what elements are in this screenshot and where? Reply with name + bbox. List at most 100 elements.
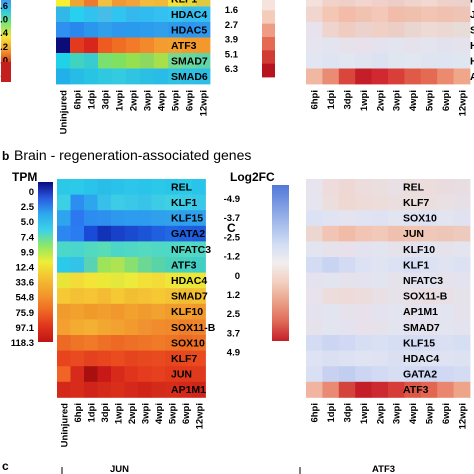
- top_right-cell: [355, 0, 372, 7]
- top_left-colorbar-tick: 28.0: [0, 15, 8, 26]
- brain_tpm-x-tick-label: 3wpi: [140, 403, 151, 424]
- top_left-cell: [154, 0, 169, 7]
- top_right-cell: [420, 22, 438, 38]
- brain_tpm-cell: [151, 335, 166, 351]
- brain_tpm-cell: [165, 381, 179, 398]
- brain_tpm-cell: [138, 366, 152, 383]
- brain_log2fc-cell: [388, 288, 405, 305]
- brain_tpm-cell: [84, 210, 98, 227]
- brain_log2fc-cell: [437, 288, 454, 305]
- brain_log2fc-x-tick-label: 5wpi: [425, 403, 436, 424]
- top_left-cell: [112, 53, 127, 69]
- top_right-cell: [355, 22, 372, 38]
- brain_log2fc-cell: [371, 194, 389, 211]
- top_left-cell: [182, 37, 197, 54]
- top_right-cell: [453, 22, 471, 38]
- brain_log2fc-cell: [420, 303, 438, 320]
- brain_log2fc-cell: [453, 381, 471, 398]
- brain_tpm-cell: [124, 272, 139, 289]
- brain_log2fc-cell: [437, 210, 454, 227]
- brain_tpm-cell: [178, 225, 193, 242]
- brain_log2fc-cell: [306, 257, 323, 273]
- top_left-cell: [182, 22, 197, 38]
- brain_log2fc-colorbar-tick: -4.9: [224, 194, 240, 205]
- top_left-x-tick-label: 3dpi: [101, 90, 112, 110]
- brain_tpm-cell: [192, 225, 206, 242]
- brain_tpm-colorbar-tick: 2.5: [21, 202, 35, 213]
- brain_log2fc-cell: [420, 288, 438, 305]
- brain_log2fc-cell: [322, 241, 340, 258]
- top_right-cell: [437, 6, 454, 23]
- top_left-x-tick-label: Uninjured: [59, 90, 70, 135]
- brain_log2fc-cell: [437, 335, 454, 351]
- brain_log2fc-cell: [338, 319, 356, 336]
- brain_log2fc-cell: [404, 225, 422, 242]
- brain_log2fc-cell: [355, 241, 372, 258]
- brain_log2fc-cell: [404, 194, 422, 211]
- brain_tpm-cell: [111, 381, 125, 398]
- top_right-colorbar-tick: 1.6: [225, 5, 238, 16]
- brain_tpm-cell: [97, 257, 112, 273]
- top_left-cell: [126, 68, 141, 85]
- brain_tpm-cell: [192, 179, 206, 195]
- top_right-cell: [437, 22, 454, 38]
- brain_log2fc-cell: [355, 225, 372, 242]
- brain_log2fc-cell: [371, 272, 389, 289]
- brain_log2fc-cell: [338, 350, 356, 367]
- brain_log2fc-row-label: KLF7: [403, 197, 429, 209]
- brain_tpm-cell: [57, 335, 71, 351]
- brain_tpm-cell: [138, 303, 152, 320]
- brain_log2fc-cell: [388, 366, 405, 383]
- brain_log2fc-cell: [420, 319, 438, 336]
- brain_tpm-cell: [151, 257, 166, 273]
- top_left-cell: [196, 53, 211, 69]
- top_right-cell: [388, 0, 405, 7]
- brain_tpm-cell: [97, 241, 112, 258]
- brain_tpm-cell: [57, 303, 71, 320]
- brain_log2fc-cell: [338, 225, 356, 242]
- brain_tpm-cell: [111, 179, 125, 195]
- brain_tpm-cell: [165, 241, 179, 258]
- top_left-row-label: ATF3: [171, 40, 197, 52]
- brain_tpm-colorbar-label: TPM: [12, 170, 37, 184]
- brain_tpm-cell: [165, 350, 179, 367]
- brain_log2fc-cell: [404, 272, 422, 289]
- top_right-colorbar-segment: [262, 0, 275, 11]
- brain_log2fc-row-label: KLF15: [403, 337, 435, 349]
- brain_log2fc-cell: [322, 179, 340, 195]
- top_left-cell: [140, 22, 155, 38]
- top_left-cell: [112, 68, 127, 85]
- top_right-cell: [420, 53, 438, 69]
- top_right-x-tick-label: 6wpi: [441, 90, 452, 111]
- brain_tpm-cell: [84, 350, 98, 367]
- brain_tpm-cell: [111, 210, 125, 227]
- brain_tpm-cell: [111, 288, 125, 305]
- top_right-cell: [338, 37, 356, 54]
- brain_tpm-cell: [165, 179, 179, 195]
- brain_log2fc-cell: [388, 225, 405, 242]
- brain_tpm-cell: [124, 179, 139, 195]
- brain_tpm-cell: [192, 366, 206, 383]
- brain_log2fc-cell: [388, 241, 405, 258]
- brain_log2fc-cell: [355, 303, 372, 320]
- brain_log2fc-cell: [404, 319, 422, 336]
- brain_log2fc-cell: [453, 241, 471, 258]
- top_right-x-tick-label: 1dpi: [326, 90, 337, 110]
- brain_log2fc-x-tick-label: 3dpi: [343, 403, 354, 423]
- brain_log2fc-cell: [371, 225, 389, 242]
- panel-b-heading: Brain - regeneration-associated genes: [14, 147, 251, 163]
- brain_tpm-cell: [178, 303, 193, 320]
- brain_log2fc-cell: [404, 179, 422, 195]
- top_right-cell: [306, 68, 323, 85]
- brain_tpm-cell: [151, 350, 166, 367]
- brain_tpm-cell: [57, 272, 71, 289]
- top_left-cell: [140, 0, 155, 7]
- brain_tpm-cell: [57, 179, 71, 195]
- brain_tpm-cell: [151, 366, 166, 383]
- top_left-cell: [70, 0, 85, 7]
- brain_tpm-cell: [178, 319, 193, 336]
- brain_tpm-row-label: SOX11-B: [171, 322, 216, 334]
- top_right-cell: [453, 0, 471, 7]
- top_left-x-tick-label: 6hpi: [73, 90, 84, 110]
- top_left-cell: [112, 22, 127, 38]
